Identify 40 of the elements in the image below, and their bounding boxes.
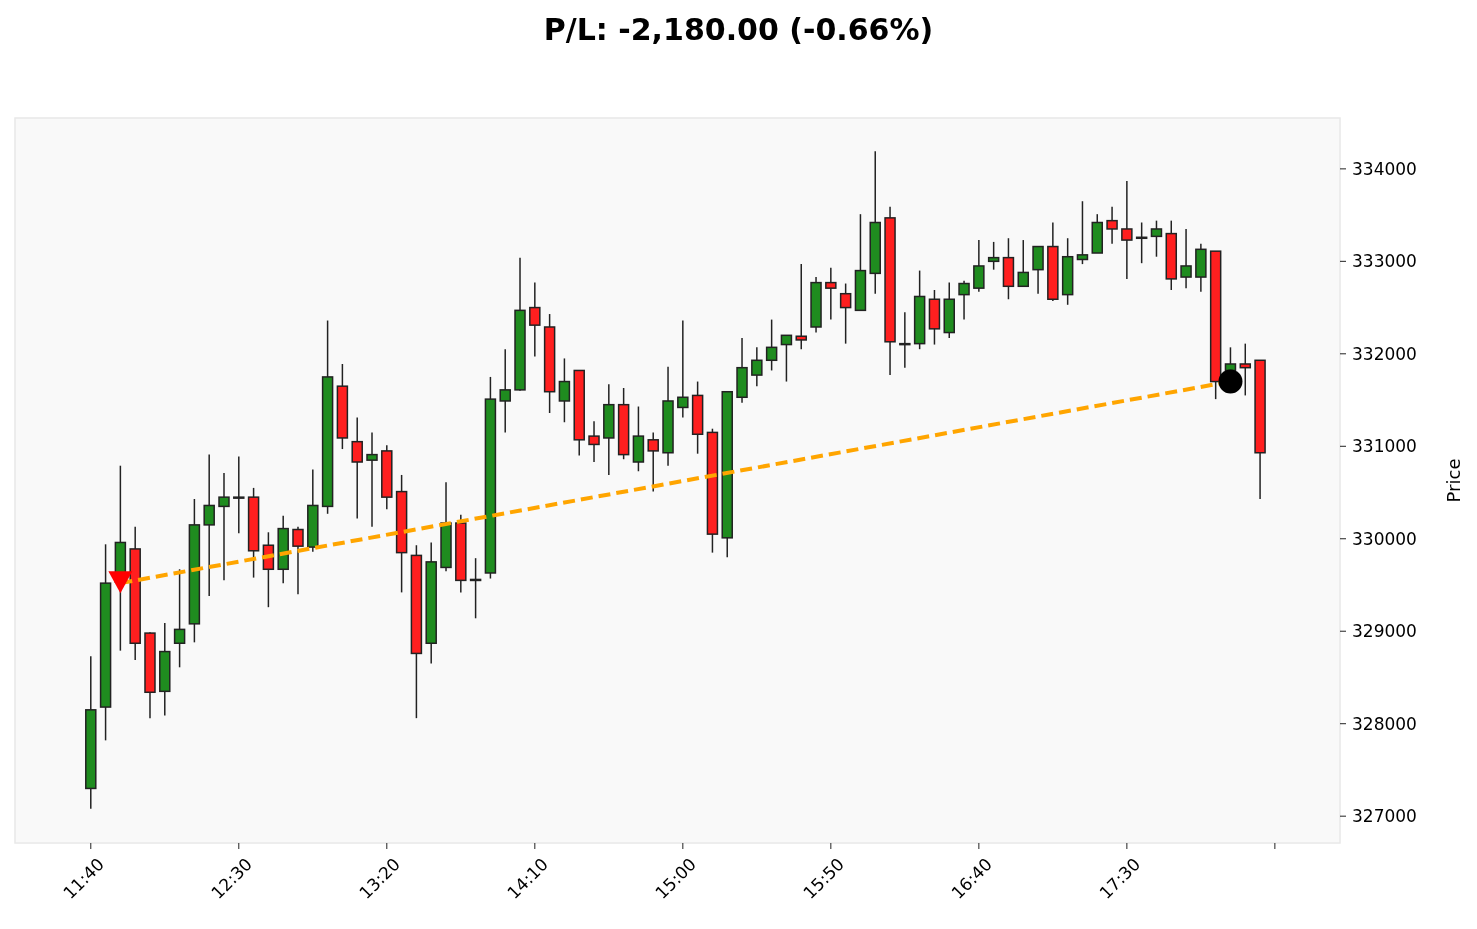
candlestick [825, 267, 837, 321]
y-tick-label: 333000 [1352, 251, 1417, 272]
candlestick [1180, 228, 1192, 289]
candlestick [1017, 239, 1030, 288]
candlestick [351, 416, 363, 520]
candlestick [529, 281, 541, 358]
y-axis-title: Price [1443, 458, 1464, 503]
candlestick [647, 431, 659, 493]
y-tick-label: 332000 [1352, 343, 1417, 364]
y-tick-label: 327000 [1352, 806, 1417, 827]
candlestick [677, 319, 689, 419]
y-tick-label: 328000 [1352, 713, 1417, 734]
candlestick [1032, 245, 1044, 295]
candlestick [795, 263, 807, 350]
candlestick [558, 357, 571, 423]
y-tick-label: 330000 [1352, 528, 1417, 549]
candlestick [958, 280, 970, 321]
chart-title: P/L: -2,180.00 (-0.66%) [543, 12, 934, 47]
candlestick [751, 346, 763, 387]
candlestick [780, 334, 793, 383]
candlestick [203, 453, 215, 597]
y-tick-label: 334000 [1352, 158, 1417, 179]
y-tick-label: 329000 [1352, 621, 1417, 642]
candlestick [499, 348, 511, 434]
candlestick [1150, 219, 1163, 258]
y-tick-label: 331000 [1352, 436, 1417, 457]
candlestick [1076, 200, 1089, 265]
candlestick [173, 568, 186, 669]
candlestick [588, 420, 600, 463]
candlestick [765, 318, 778, 372]
candlestick [1121, 180, 1133, 280]
candlestick [218, 472, 230, 582]
candlestick [839, 282, 852, 345]
candlestick [1239, 342, 1252, 397]
candlestick [987, 241, 1000, 271]
candlestick [1106, 206, 1118, 245]
candlestick [233, 455, 245, 534]
candlestick [366, 431, 378, 528]
candlestick [292, 525, 304, 595]
candlestick [973, 239, 985, 293]
